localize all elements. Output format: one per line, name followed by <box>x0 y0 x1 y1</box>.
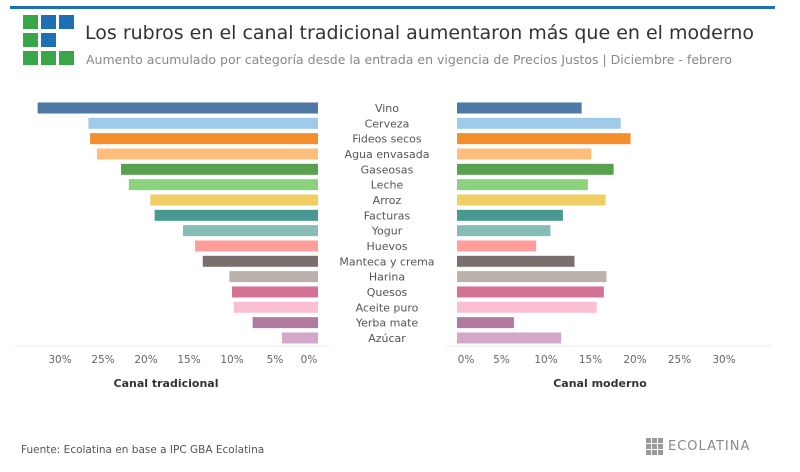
category-label: Aceite puro <box>356 301 419 314</box>
bar-tradicional-11 <box>229 271 318 283</box>
left-tick-label: 0% <box>301 354 318 366</box>
bar-moderno-5 <box>457 179 588 191</box>
category-label: Quesos <box>367 286 408 299</box>
category-label: Yogur <box>371 225 403 238</box>
bar-moderno-15 <box>457 332 562 344</box>
category-label: Cerveza <box>365 117 410 130</box>
brand-name: ECOLATINA <box>668 439 751 454</box>
left-tick-label: 15% <box>177 354 200 366</box>
category-label: Gaseosas <box>361 163 414 176</box>
category-label: Manteca y crema <box>339 255 434 268</box>
bar-moderno-9 <box>457 240 537 252</box>
right-tick-label: 30% <box>712 354 735 366</box>
left-tick-label: 25% <box>91 354 114 366</box>
bar-tradicional-10 <box>202 255 318 267</box>
bar-tradicional-13 <box>233 301 318 313</box>
left-tick-label: 20% <box>134 354 157 366</box>
right-tick-label: 20% <box>623 354 646 366</box>
bar-tradicional-3 <box>96 148 318 160</box>
bar-tradicional-1 <box>88 117 318 129</box>
bar-tradicional-0 <box>37 102 318 114</box>
bar-moderno-12 <box>457 286 604 298</box>
right-tick-label: 15% <box>579 354 602 366</box>
bar-moderno-0 <box>457 102 582 114</box>
category-label: Vino <box>375 102 399 115</box>
bar-moderno-3 <box>457 148 592 160</box>
left-tick-label: 10% <box>220 354 243 366</box>
source-note: Fuente: Ecolatina en base a IPC GBA Ecol… <box>21 444 265 456</box>
category-label: Harina <box>369 271 405 284</box>
category-label: Azúcar <box>368 332 406 345</box>
category-label: Facturas <box>364 209 411 222</box>
bar-moderno-13 <box>457 301 597 313</box>
bar-moderno-11 <box>457 271 607 283</box>
category-label: Arroz <box>373 194 402 207</box>
right-tick-label: 5% <box>493 354 510 366</box>
bar-moderno-2 <box>457 133 631 145</box>
left-tick-label: 30% <box>48 354 71 366</box>
bar-moderno-6 <box>457 194 606 206</box>
left-tick-label: 5% <box>267 354 284 366</box>
bar-moderno-7 <box>457 209 563 221</box>
bar-tradicional-9 <box>195 240 318 252</box>
category-label: Leche <box>371 179 404 192</box>
bar-moderno-8 <box>457 225 551 237</box>
bar-tradicional-4 <box>121 163 318 175</box>
bar-moderno-4 <box>457 163 614 175</box>
right-tick-label: 10% <box>534 354 557 366</box>
left-axis-title: Canal tradicional <box>114 377 219 390</box>
brand-logo: ECOLATINA <box>646 438 750 455</box>
ecolatina-logo-icon <box>23 15 75 67</box>
right-axis-title: Canal moderno <box>553 377 647 390</box>
right-tick-label: 0% <box>458 354 475 366</box>
bar-tradicional-7 <box>154 209 318 221</box>
bar-moderno-1 <box>457 117 621 129</box>
category-label: Yerba mate <box>355 317 419 330</box>
chart-subtitle: Aumento acumulado por categoría desde la… <box>86 52 733 67</box>
brand-grid-icon <box>646 438 663 455</box>
bar-tradicional-12 <box>232 286 318 298</box>
bar-tradicional-5 <box>128 179 318 191</box>
bar-moderno-10 <box>457 255 575 267</box>
category-label: Huevos <box>367 240 408 253</box>
bar-tradicional-8 <box>182 225 318 237</box>
bar-tradicional-14 <box>252 317 318 329</box>
bar-moderno-14 <box>457 317 514 329</box>
top-accent-line <box>10 6 775 9</box>
right-tick-label: 25% <box>668 354 691 366</box>
category-label: Agua envasada <box>345 148 430 161</box>
bar-tradicional-6 <box>150 194 318 206</box>
category-label: Fideos secos <box>352 133 422 146</box>
chart-title: Los rubros en el canal tradicional aumen… <box>85 22 754 44</box>
bar-tradicional-15 <box>281 332 318 344</box>
bar-tradicional-2 <box>90 133 318 145</box>
